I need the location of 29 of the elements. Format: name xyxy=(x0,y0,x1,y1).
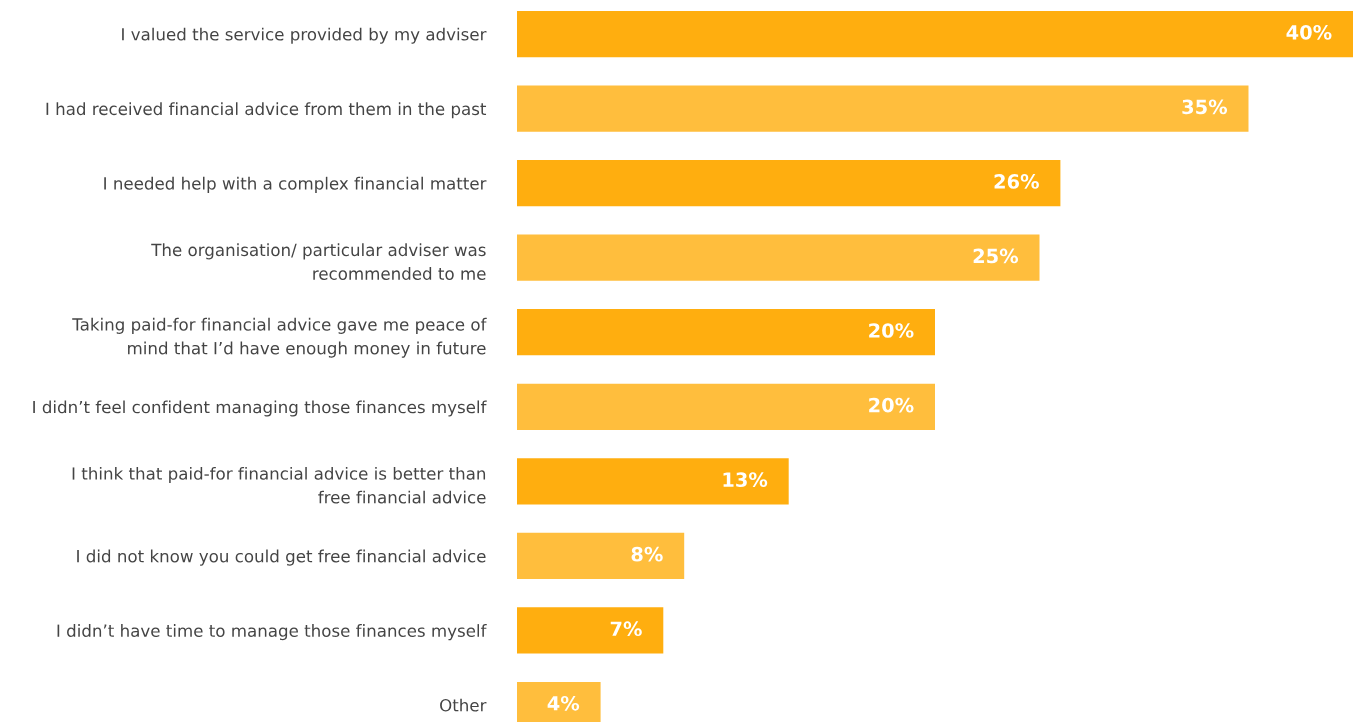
y-tick-label: I did not know you could get free financial advice xyxy=(77,549,486,566)
data-label: 13% xyxy=(723,472,768,487)
data-label: 25% xyxy=(973,248,1019,264)
y-tick-label: I needed help with a complex financial matter xyxy=(104,176,487,193)
y-tick-label: Taking paid-for financial advice gave me peace of mind that I’d have enough money in future xyxy=(72,317,487,358)
bar xyxy=(517,234,1040,281)
data-label: 8% xyxy=(631,546,663,562)
data-label: 26% xyxy=(994,174,1039,189)
y-tick-label: I had received financial advice from them in the past xyxy=(46,102,487,119)
y-tick-label: The organisation/ particular adviser was recommended to me xyxy=(151,243,486,280)
bar xyxy=(517,160,1061,207)
data-label: 40% xyxy=(1286,24,1332,40)
bar xyxy=(517,309,935,356)
data-label: 20% xyxy=(869,323,914,338)
data-label: 7% xyxy=(610,621,642,637)
data-label: 4% xyxy=(547,695,580,711)
y-tick-label: I didn’t feel confident managing those finances myself xyxy=(33,400,487,417)
bar xyxy=(517,383,935,430)
data-label: 35% xyxy=(1182,99,1228,115)
data-label: 20% xyxy=(869,397,914,413)
y-tick-label: I valued the service provided by my adviser xyxy=(122,27,487,44)
y-tick-label: I didn’t have time to manage those finances myself xyxy=(57,624,487,641)
bar xyxy=(517,458,789,505)
bar xyxy=(517,607,664,654)
bar xyxy=(517,85,1249,132)
y-tick-label: Other xyxy=(440,698,487,712)
bar xyxy=(517,532,685,579)
y-tick-label: I think that paid-for financial advice is better than free financial advice xyxy=(72,466,486,504)
bar xyxy=(517,10,1353,58)
